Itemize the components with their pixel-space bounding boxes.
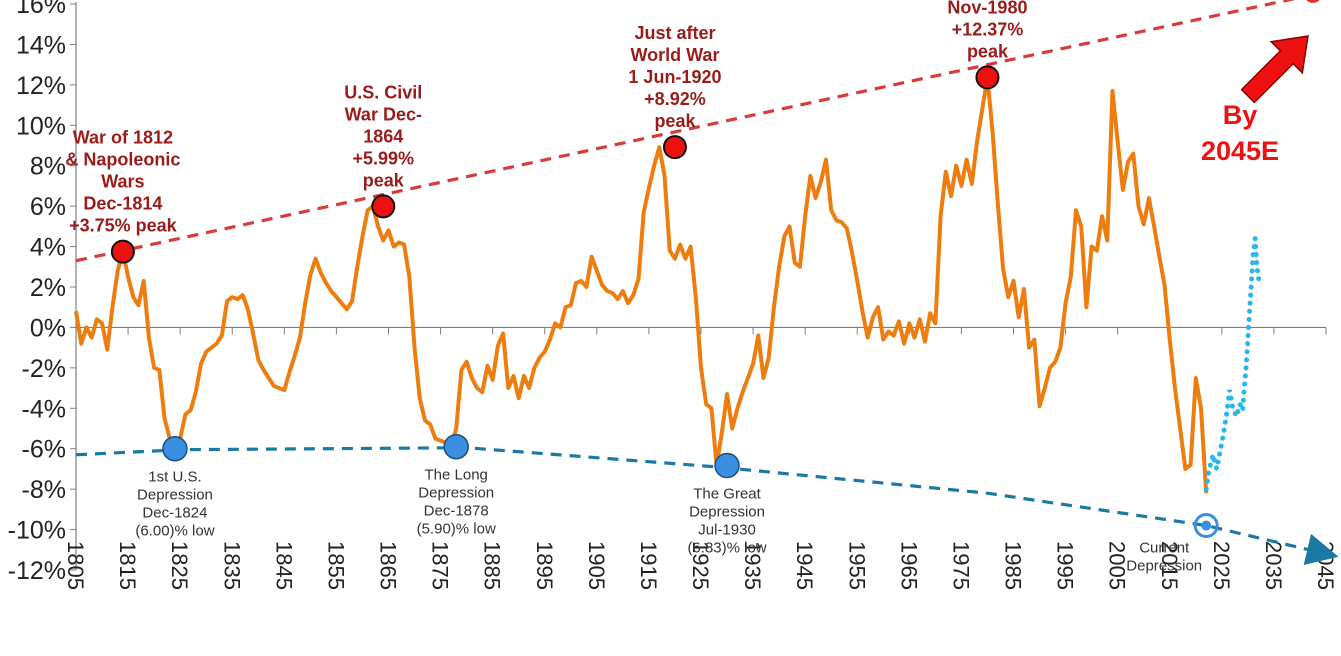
trough-label: Dec-1824 (142, 505, 207, 522)
peak-marker (110, 239, 135, 264)
y-tick-label: -6% (22, 436, 66, 464)
series-layer (74, 75, 1263, 494)
historical-series-line (74, 75, 1209, 494)
labels: War of 1812& NapoleonicWarsDec-1814+3.75… (65, 0, 1279, 575)
trough-label: (6.83)% low (687, 539, 766, 556)
trough-marker (162, 435, 188, 462)
y-tick-label: -4% (22, 395, 66, 423)
peak-label: peak (363, 170, 405, 190)
peak-label: Wars (101, 172, 144, 192)
y-tick-label: 12% (16, 72, 66, 100)
x-tick-label: 2035 (1261, 541, 1286, 590)
trough-label: (6.00)% low (135, 523, 214, 540)
peak-marker (371, 194, 396, 219)
peak-label: War Dec- (345, 104, 422, 124)
current-label: Current (1139, 540, 1190, 557)
x-tick-label: 1925 (688, 541, 713, 590)
x-tick-label: 1875 (428, 541, 453, 590)
y-tick-label: -2% (22, 355, 66, 383)
axes: 16% 14% 12% 10% 8% 6% 4% 2% 0% -2% -4% -6% -8% -10% -1… (8, 0, 1338, 590)
x-tick-label: 1815 (115, 541, 140, 590)
x-tick-label: 1805 (63, 541, 88, 590)
y-tick-label: 10% (16, 112, 66, 140)
trough-label: Depression (689, 503, 765, 520)
x-tick-label: 1955 (844, 541, 869, 590)
y-tick-label: 2% (30, 274, 66, 302)
peak-label: +12.37% (952, 19, 1024, 39)
trough-label: The Long (425, 467, 488, 484)
target-callout: By (1223, 100, 1258, 130)
x-tick-label: 1825 (167, 541, 192, 590)
projected-series-line (1203, 238, 1263, 492)
x-tick-label: 1985 (1001, 541, 1026, 590)
trough-label: Depression (137, 487, 213, 504)
peak-label: +5.99% (353, 148, 415, 168)
peak-label: peak (967, 41, 1009, 61)
peak-marker (662, 135, 687, 160)
trough-label: Dec-1878 (424, 503, 489, 520)
y-tick-label: -10% (8, 517, 66, 545)
y-tick-label: 8% (30, 153, 66, 181)
x-tick-label: 1965 (896, 541, 921, 590)
y-tick-label: 6% (30, 193, 66, 221)
peak-label: World War (630, 45, 719, 65)
trough-label: Depression (418, 485, 494, 502)
y-tick-label: -12% (8, 557, 66, 585)
peak-marker (975, 65, 1000, 90)
current-label: Depression (1126, 558, 1202, 575)
y-tick-label: -8% (22, 476, 66, 504)
peak-label: +3.75% peak (69, 216, 178, 236)
x-tick-label: 1915 (636, 541, 661, 590)
y-tick-label: 14% (16, 31, 66, 59)
target-arrow (1240, 35, 1309, 104)
x-tick-label: 1995 (1053, 541, 1078, 590)
peak-label: Nov-1980 (947, 0, 1027, 17)
peak-label: +8.92% (644, 89, 706, 109)
y-tick-label: 4% (30, 234, 66, 262)
x-tick-label: 2005 (1105, 541, 1130, 590)
peak-label: Dec-1814 (83, 194, 162, 214)
peak-label: Just after (634, 23, 715, 43)
x-tick-label: 1885 (480, 541, 505, 590)
target-marker (1306, 0, 1320, 3)
x-tick-label: 1845 (271, 541, 296, 590)
peak-label: 1864 (363, 126, 403, 146)
trough-marker (714, 452, 740, 479)
x-tick-label: 1835 (219, 541, 244, 590)
peak-label: peak (654, 111, 696, 131)
x-tick-label: 1945 (792, 541, 817, 590)
current-marker-dot (1201, 520, 1212, 531)
trough-label: 1st U.S. (148, 469, 201, 486)
x-tick-label: 1905 (584, 541, 609, 590)
peak-label: U.S. Civil (344, 82, 422, 102)
trough-marker (443, 433, 469, 460)
target-callout: 2045E (1201, 136, 1279, 166)
current-marker (1193, 513, 1219, 539)
x-tick-label: 1895 (532, 541, 557, 590)
x-tick-label: 2015 (1157, 541, 1182, 590)
peak-label: 1 Jun-1920 (628, 67, 721, 87)
x-tick-label: 2045 (1313, 541, 1338, 590)
x-tick-label: 1855 (323, 541, 348, 590)
markers (110, 0, 1320, 539)
x-tick-label: 1865 (376, 541, 401, 590)
x-tick-label: 1975 (948, 541, 973, 590)
peak-label: War of 1812 (73, 128, 173, 148)
y-tick-label: 16% (16, 0, 66, 19)
trough-label: The Great (693, 485, 761, 502)
peak-trend-line (75, 0, 1296, 263)
x-tick-label: 2025 (1209, 541, 1234, 590)
peak-label: & Napoleonic (65, 150, 180, 170)
y-tick-label: 0% (30, 314, 66, 342)
trough-label: (5.90)% low (417, 521, 496, 538)
trough-label: Jul-1930 (698, 521, 756, 538)
x-tick-label: 1935 (740, 541, 765, 590)
